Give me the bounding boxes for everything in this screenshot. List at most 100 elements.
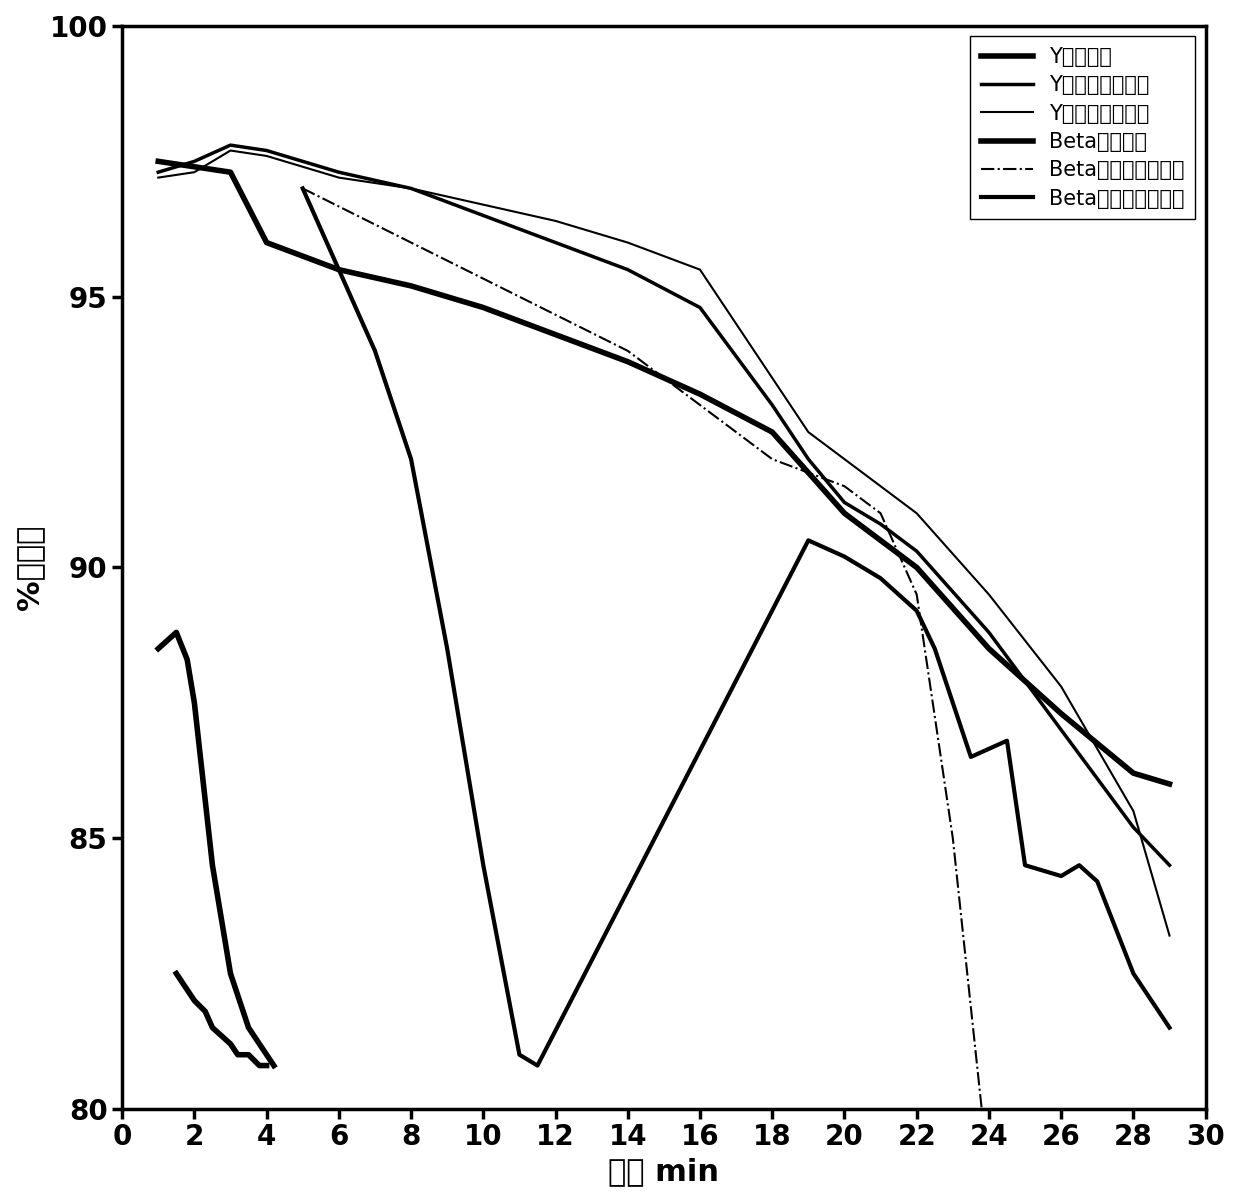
Y吸附水汽后测试 bbox=[837, 495, 852, 509]
Beta正常测试 bbox=[169, 626, 184, 640]
Y水汽吹扫后测试 bbox=[765, 371, 780, 386]
Y水汽吹扫后测试 bbox=[476, 197, 491, 211]
Y水汽吹扫后测试 bbox=[187, 165, 202, 179]
Y吸附水汽后测试 bbox=[1054, 723, 1069, 737]
Y正常测试 bbox=[909, 560, 924, 574]
Beta正常测试 bbox=[259, 1047, 274, 1062]
Beta水汽吹扫后测试 bbox=[1090, 874, 1105, 889]
Y吸附水汽后测试 bbox=[801, 452, 816, 466]
Beta水汽吹扫后测试 bbox=[1162, 1021, 1177, 1035]
Y水汽吹扫后测试 bbox=[693, 263, 708, 277]
Beta水汽吹扫后测试 bbox=[999, 734, 1014, 748]
Y水汽吹扫后测试 bbox=[909, 506, 924, 520]
Y正常测试 bbox=[1126, 766, 1141, 781]
Y吸附水汽后测试 bbox=[873, 516, 888, 531]
Y吸附水汽后测试 bbox=[404, 181, 419, 196]
Beta吸附水汽后测试 bbox=[837, 479, 852, 494]
Y正常测试 bbox=[548, 328, 563, 342]
Y正常测试 bbox=[151, 154, 166, 168]
Y水汽吹扫后测试 bbox=[404, 181, 419, 196]
Beta水汽吹扫后测试 bbox=[892, 587, 906, 602]
Y水汽吹扫后测试 bbox=[1054, 680, 1069, 694]
Beta水汽吹扫后测试 bbox=[295, 181, 310, 196]
Beta吸附水汽后测试 bbox=[620, 343, 635, 358]
Beta水汽吹扫后测试 bbox=[404, 452, 419, 466]
Y正常测试 bbox=[331, 263, 346, 277]
Y吸附水汽后测试 bbox=[223, 138, 238, 153]
Beta水汽吹扫后测试 bbox=[801, 533, 816, 548]
Beta水汽吹扫后测试 bbox=[367, 343, 382, 358]
Beta水汽吹扫后测试 bbox=[331, 263, 346, 277]
Beta水汽吹扫后测试 bbox=[945, 695, 960, 710]
Beta水汽吹扫后测试 bbox=[512, 1047, 527, 1062]
Y-axis label: %转化率: %转化率 bbox=[15, 525, 43, 610]
Beta吸附水汽后测试 bbox=[295, 181, 310, 196]
Beta水汽吹扫后测试 bbox=[440, 641, 455, 656]
Y正常测试 bbox=[1162, 777, 1177, 791]
Y水汽吹扫后测试 bbox=[223, 143, 238, 157]
Y正常测试 bbox=[982, 641, 997, 656]
Y正常测试 bbox=[837, 506, 852, 520]
Beta正常测试 bbox=[151, 641, 166, 656]
Beta吸附水汽后测试 bbox=[512, 289, 527, 304]
Y水汽吹扫后测试 bbox=[620, 235, 635, 250]
Beta水汽吹扫后测试 bbox=[1018, 858, 1033, 872]
Y吸附水汽后测试 bbox=[259, 143, 274, 157]
Y吸附水汽后测试 bbox=[1126, 820, 1141, 835]
Y正常测试 bbox=[259, 235, 274, 250]
Y吸附水汽后测试 bbox=[151, 165, 166, 179]
Y水汽吹扫后测试 bbox=[1162, 928, 1177, 943]
Beta吸附水汽后测试 bbox=[873, 506, 888, 520]
Line: Y水汽吹扫后测试: Y水汽吹扫后测试 bbox=[159, 150, 1169, 936]
Beta吸附水汽后测试 bbox=[975, 1101, 990, 1116]
Y水汽吹扫后测试 bbox=[837, 452, 852, 466]
Beta水汽吹扫后测试 bbox=[928, 641, 942, 656]
Beta正常测试 bbox=[205, 858, 219, 872]
Y正常测试 bbox=[1054, 706, 1069, 721]
Y水汽吹扫后测试 bbox=[331, 171, 346, 185]
Beta水汽吹扫后测试 bbox=[873, 570, 888, 585]
Legend: Y正常测试, Y吸附水汽后测试, Y水汽吹扫后测试, Beta正常测试, Beta吸附水汽后测试, Beta水汽吹扫后测试: Y正常测试, Y吸附水汽后测试, Y水汽吹扫后测试, Beta正常测试, Bet… bbox=[970, 36, 1195, 219]
Y正常测试 bbox=[223, 165, 238, 179]
Y正常测试 bbox=[404, 279, 419, 293]
Line: Beta正常测试: Beta正常测试 bbox=[159, 633, 274, 1065]
Y正常测试 bbox=[693, 387, 708, 401]
X-axis label: 时间 min: 时间 min bbox=[609, 1157, 719, 1187]
Y吸附水汽后测试 bbox=[476, 208, 491, 222]
Y水汽吹扫后测试 bbox=[548, 214, 563, 228]
Y正常测试 bbox=[765, 425, 780, 440]
Beta吸附水汽后测试 bbox=[404, 235, 419, 250]
Y水汽吹扫后测试 bbox=[982, 587, 997, 602]
Y吸附水汽后测试 bbox=[620, 263, 635, 277]
Y吸附水汽后测试 bbox=[909, 544, 924, 558]
Beta水汽吹扫后测试 bbox=[476, 858, 491, 872]
Y吸附水汽后测试 bbox=[765, 398, 780, 412]
Beta水汽吹扫后测试 bbox=[529, 1058, 544, 1072]
Line: Y吸附水汽后测试: Y吸附水汽后测试 bbox=[159, 145, 1169, 865]
Beta水汽吹扫后测试 bbox=[1126, 967, 1141, 981]
Beta水汽吹扫后测试 bbox=[1054, 868, 1069, 883]
Line: Beta吸附水汽后测试: Beta吸附水汽后测试 bbox=[303, 189, 982, 1109]
Line: Y正常测试: Y正常测试 bbox=[159, 161, 1169, 784]
Beta吸附水汽后测试 bbox=[945, 831, 960, 846]
Beta吸附水汽后测试 bbox=[765, 452, 780, 466]
Y水汽吹扫后测试 bbox=[873, 479, 888, 494]
Beta正常测试 bbox=[180, 652, 195, 667]
Y吸附水汽后测试 bbox=[1162, 858, 1177, 872]
Beta正常测试 bbox=[223, 967, 238, 981]
Beta吸附水汽后测试 bbox=[693, 398, 708, 412]
Line: Beta水汽吹扫后测试: Beta水汽吹扫后测试 bbox=[303, 189, 1169, 1065]
Beta正常测试 bbox=[267, 1058, 281, 1072]
Beta水汽吹扫后测试 bbox=[856, 560, 870, 574]
Beta正常测试 bbox=[241, 1021, 255, 1035]
Beta水汽吹扫后测试 bbox=[963, 749, 978, 764]
Y水汽吹扫后测试 bbox=[801, 425, 816, 440]
Y水汽吹扫后测试 bbox=[259, 149, 274, 163]
Beta水汽吹扫后测试 bbox=[1071, 858, 1086, 872]
Y吸附水汽后测试 bbox=[693, 300, 708, 315]
Y吸附水汽后测试 bbox=[548, 235, 563, 250]
Beta正常测试 bbox=[187, 695, 202, 710]
Y正常测试 bbox=[620, 354, 635, 369]
Y吸附水汽后测试 bbox=[982, 626, 997, 640]
Y吸附水汽后测试 bbox=[331, 165, 346, 179]
